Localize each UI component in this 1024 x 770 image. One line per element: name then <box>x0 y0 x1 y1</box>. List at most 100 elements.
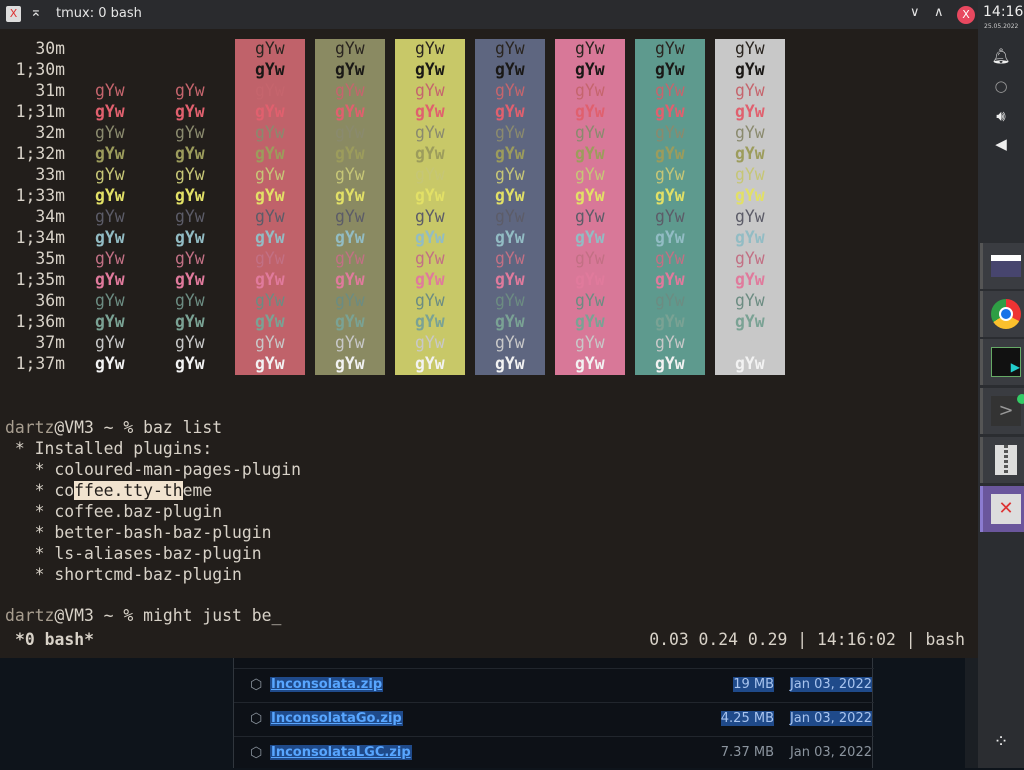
file-link[interactable]: InconsolataLGC.zip <box>270 745 412 760</box>
close-button[interactable]: X <box>957 6 975 24</box>
text: eme <box>182 481 213 500</box>
color-sample: gYw <box>575 228 605 247</box>
color-sample: gYw <box>95 123 125 142</box>
prompt-user: dartz <box>5 606 55 625</box>
color-sample: gYw <box>495 207 525 226</box>
color-sample: gYw <box>255 291 285 310</box>
color-sample: gYw <box>415 291 445 310</box>
color-sample: gYw <box>95 291 125 310</box>
file-link[interactable]: Inconsolata.zip <box>270 677 384 692</box>
taskbar-monitor[interactable]: ▶ <box>980 339 1024 385</box>
background-color-column <box>635 39 705 375</box>
folder-icon <box>991 255 1021 277</box>
volume-icon[interactable]: 🔊︎ <box>996 107 1006 125</box>
color-sample: gYw <box>95 228 125 247</box>
sgr-code-label: 33m <box>35 165 65 184</box>
taskbar-files[interactable] <box>980 243 1024 289</box>
color-sample: gYw <box>255 39 285 58</box>
color-sample: gYw <box>415 333 445 352</box>
color-sample: gYw <box>95 333 125 352</box>
maximize-button[interactable]: ∧ <box>934 5 944 20</box>
sgr-code-label: 35m <box>35 249 65 268</box>
color-sample: gYw <box>415 270 445 289</box>
color-sample: gYw <box>735 291 765 310</box>
color-sample: gYw <box>575 354 605 373</box>
color-sample: gYw <box>735 81 765 100</box>
terminal[interactable]: 30m gYw gYw gYw gYw gYw gYw gYw 1;30m gYw gYw gYw gY… <box>0 29 978 658</box>
package-icon: ⬡ <box>250 711 263 727</box>
color-sample: gYw <box>495 249 525 268</box>
color-sample: gYw <box>335 207 365 226</box>
color-sample: gYw <box>655 39 685 58</box>
sgr-code-label: 1;34m <box>15 228 65 247</box>
prompt-host: @VM3 ~ % <box>54 606 144 625</box>
color-sample: gYw <box>175 165 205 184</box>
window-titlebar: X ⌅ tmux: 0 bash ∨ ∧ X <box>0 0 978 29</box>
color-sample: gYw <box>735 165 765 184</box>
clock[interactable]: 14:16 <box>983 4 1024 20</box>
output-line: * Installed plugins: <box>5 439 213 458</box>
background-color-column <box>395 39 465 375</box>
color-sample: gYw <box>415 165 445 184</box>
color-sample: gYw <box>335 165 365 184</box>
color-sample: gYw <box>95 102 125 121</box>
taskbar-chrome[interactable] <box>980 291 1024 337</box>
file-row[interactable]: ⬡ InconsolataGo.zip 4.25 MB Jan 03, 2022 <box>234 702 874 736</box>
color-sample: gYw <box>495 333 525 352</box>
color-sample: gYw <box>175 312 205 331</box>
expand-arrow-icon[interactable]: ◀ <box>995 135 1007 153</box>
bell-icon[interactable]: 🔔︎ <box>991 47 1011 65</box>
color-sample: gYw <box>415 102 445 121</box>
taskbar-terminal[interactable]: > <box>980 388 1024 434</box>
sgr-code-label: 1;35m <box>15 270 65 289</box>
sgr-code-label: 30m <box>35 39 65 58</box>
color-sample: gYw <box>575 144 605 163</box>
color-sample: gYw <box>175 81 205 100</box>
minimize-button[interactable]: ∨ <box>910 5 920 20</box>
keep-above-button[interactable]: ⌅ <box>30 4 42 20</box>
output-line: * better-bash-baz-plugin <box>5 523 272 542</box>
color-sample: gYw <box>495 186 525 205</box>
color-sample: gYw <box>255 144 285 163</box>
background-color-column <box>315 39 385 375</box>
color-sample: gYw <box>95 312 125 331</box>
file-link[interactable]: InconsolataGo.zip <box>270 711 403 726</box>
color-sample: gYw <box>335 291 365 310</box>
color-sample: gYw <box>95 186 125 205</box>
file-row[interactable]: ⬡ InconsolataLGC.zip 7.37 MB Jan 03, 2022 <box>234 736 874 770</box>
color-sample: gYw <box>495 228 525 247</box>
command-input[interactable]: might just be_ <box>143 606 282 625</box>
sgr-code-label: 1;30m <box>15 60 65 79</box>
file-row[interactable]: ⬡ Inconsolata.zip 19 MB Jan 03, 2022 <box>234 668 874 702</box>
color-sample: gYw <box>495 81 525 100</box>
color-sample: gYw <box>735 270 765 289</box>
color-sample: gYw <box>95 144 125 163</box>
color-sample: gYw <box>415 354 445 373</box>
color-sample: gYw <box>95 354 125 373</box>
color-sample: gYw <box>255 165 285 184</box>
color-sample: gYw <box>175 207 205 226</box>
color-sample: gYw <box>415 123 445 142</box>
activities-icon[interactable]: ⁘ <box>993 731 1009 752</box>
scrollbar[interactable] <box>965 658 978 768</box>
taskbar-xapp[interactable]: ✕ <box>980 486 1024 532</box>
background-color-column <box>235 39 305 375</box>
color-sample: gYw <box>495 60 525 79</box>
color-sample: gYw <box>735 228 765 247</box>
color-sample: gYw <box>735 207 765 226</box>
color-sample: gYw <box>735 144 765 163</box>
system-monitor-icon: ▶ <box>991 347 1021 377</box>
color-sample: gYw <box>655 186 685 205</box>
tmux-window-tab[interactable]: *0 bash* <box>15 630 94 649</box>
selected-text[interactable]: ffee.tty-th <box>74 481 183 500</box>
color-sample: gYw <box>175 354 205 373</box>
color-sample: gYw <box>655 228 685 247</box>
taskbar-archiver[interactable] <box>980 437 1024 483</box>
color-sample: gYw <box>175 291 205 310</box>
color-sample: gYw <box>655 270 685 289</box>
lightbulb-icon[interactable]: ○ <box>994 77 1008 95</box>
color-sample: gYw <box>655 60 685 79</box>
color-sample: gYw <box>575 81 605 100</box>
file-row[interactable] <box>234 634 874 668</box>
color-sample: gYw <box>735 354 765 373</box>
